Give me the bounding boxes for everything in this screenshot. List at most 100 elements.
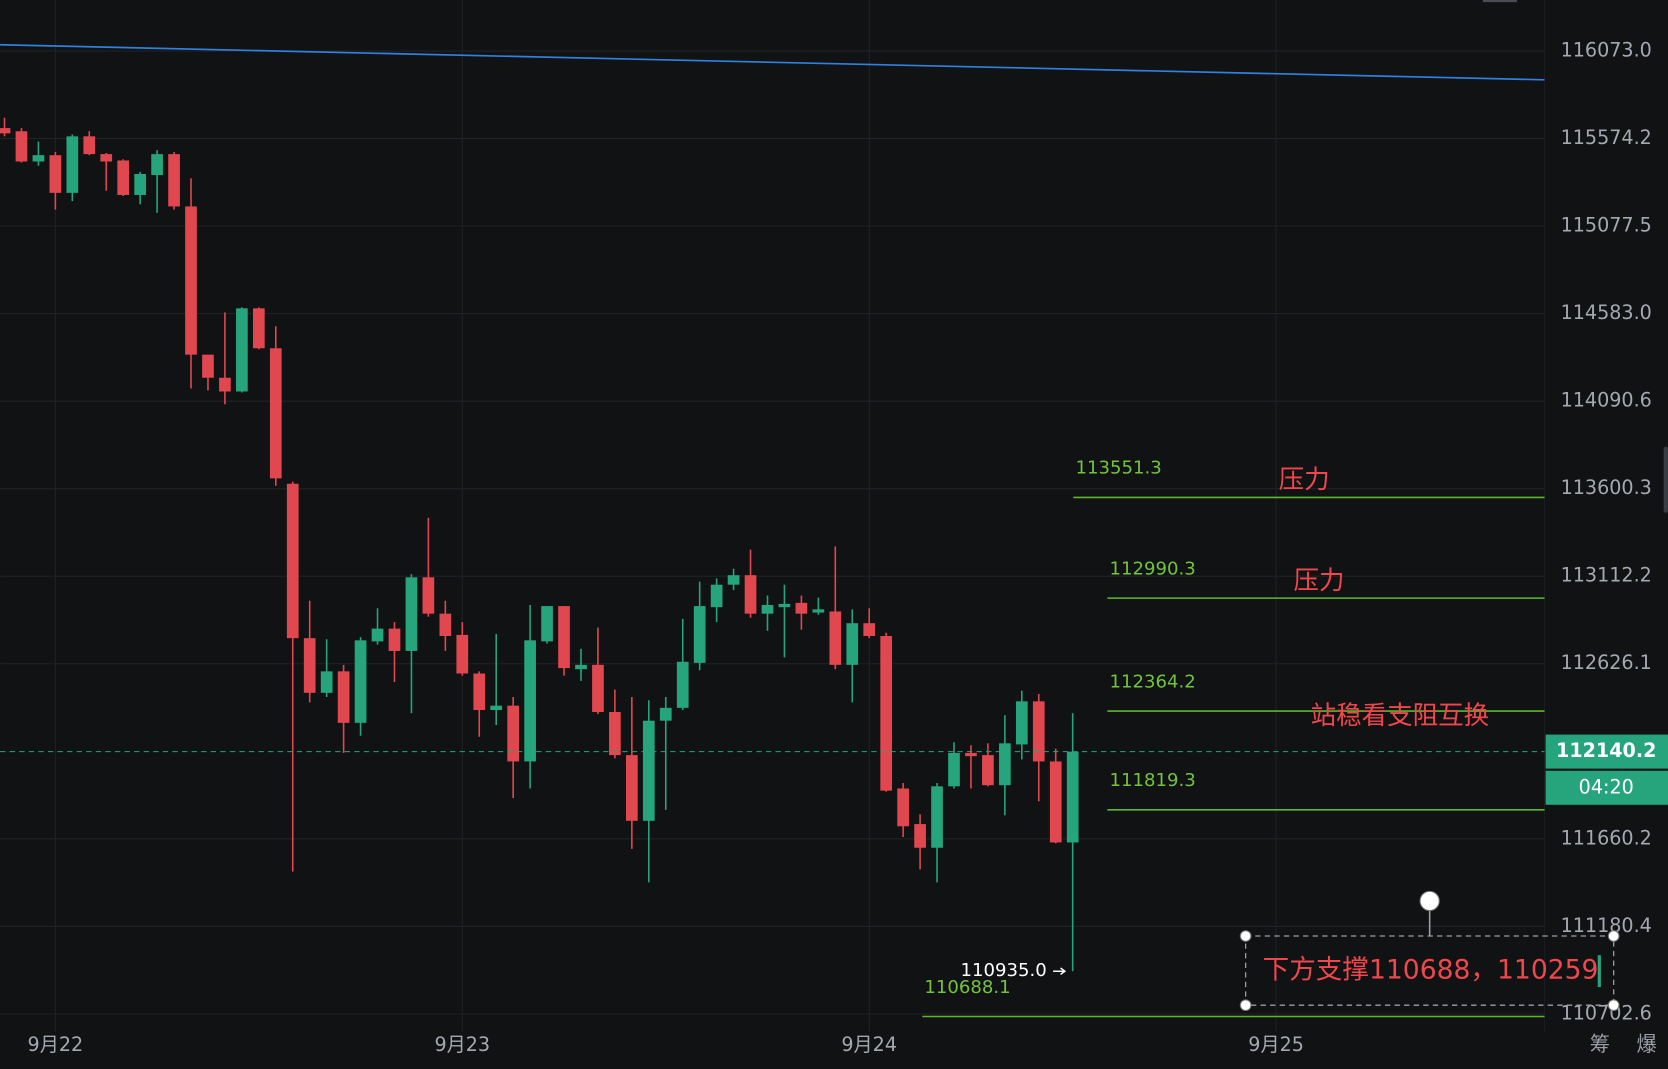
y-tick-label: 114090.6 — [1561, 389, 1652, 412]
y-tick-label: 110702.6 — [1561, 1001, 1652, 1024]
candle-body — [252, 308, 265, 349]
candle-body — [405, 577, 418, 651]
candle-body — [236, 308, 248, 392]
level-note: 压力 — [1294, 566, 1345, 596]
resize-handle[interactable] — [1239, 999, 1252, 1012]
x-tick-label: 9月22 — [28, 1033, 84, 1056]
toolbar-button[interactable]: 筹 — [1590, 1032, 1610, 1056]
candle-body — [168, 154, 180, 207]
level-label: 110688.1 — [924, 977, 1010, 998]
candle-body — [710, 584, 723, 608]
candle-body — [219, 377, 231, 392]
candle-body — [863, 623, 876, 636]
candle-body — [0, 128, 11, 134]
candle-body — [507, 705, 520, 762]
candle-body — [185, 206, 197, 355]
candle-body — [778, 603, 791, 608]
candle-body — [676, 661, 689, 708]
toolbar-button[interactable]: 爆 — [1637, 1032, 1657, 1056]
candle-body — [490, 705, 503, 711]
countdown-label: 04:20 — [1579, 775, 1634, 798]
level-note: 压力 — [1279, 465, 1330, 495]
level-label: 111819.3 — [1109, 770, 1195, 791]
candle-body — [66, 136, 79, 193]
candle-body — [965, 752, 977, 757]
y-tick-label: 111180.4 — [1561, 914, 1652, 937]
low-marker-arrow — [1053, 967, 1067, 976]
candle-body — [846, 623, 859, 665]
candle-body — [931, 786, 943, 848]
current-price-box — [1545, 734, 1668, 769]
candle-body — [354, 640, 367, 723]
countdown-box — [1545, 770, 1668, 805]
candle-body — [286, 483, 299, 639]
level-note: 站稳看支阻互换 — [1311, 701, 1490, 731]
resize-handle[interactable] — [1239, 930, 1252, 942]
trend-line — [0, 43, 1545, 81]
candle-body — [999, 743, 1011, 786]
candle-body — [15, 131, 28, 162]
candle-body — [727, 575, 740, 585]
candle-body — [337, 671, 350, 723]
candle-body — [439, 613, 452, 636]
y-tick-label: 113112.2 — [1561, 564, 1652, 587]
candle-body — [134, 174, 147, 195]
current-price-label: 112140.2 — [1556, 739, 1656, 762]
candle-body — [100, 154, 113, 162]
candle-body — [880, 635, 893, 791]
candle-body — [575, 664, 587, 670]
candle-body — [609, 711, 621, 756]
y-tick-label: 115574.2 — [1561, 126, 1652, 149]
candle-body — [829, 611, 842, 665]
candle-body — [812, 609, 825, 613]
rotate-handle[interactable] — [1419, 890, 1440, 912]
resize-handle[interactable] — [1607, 930, 1620, 942]
candle-body — [269, 348, 282, 479]
candle-body — [388, 628, 401, 651]
x-tick-label: 9月24 — [841, 1033, 897, 1056]
candle-body — [49, 155, 62, 193]
candle-body — [473, 673, 486, 711]
candle-body — [1015, 701, 1028, 745]
level-label: 113551.3 — [1075, 458, 1161, 479]
candle-body — [693, 606, 706, 663]
y-tick-label: 112626.1 — [1561, 651, 1652, 674]
candle-body — [32, 155, 45, 162]
level-label: 112364.2 — [1109, 671, 1195, 692]
candle-body — [897, 788, 909, 827]
candle-body — [320, 671, 333, 693]
candle-body — [1049, 761, 1062, 843]
level-label: 112990.3 — [1109, 558, 1195, 579]
candle-body — [83, 136, 96, 155]
y-tick-label: 116073.0 — [1561, 39, 1652, 62]
y-tick-label: 113600.3 — [1561, 476, 1652, 499]
candle-body — [948, 752, 960, 787]
y-tick-label: 114583.0 — [1561, 301, 1652, 324]
candle-body — [642, 720, 655, 821]
x-tick-label: 9月23 — [434, 1033, 490, 1056]
annotation-text[interactable]: 下方支撑110688，110259 — [1263, 955, 1599, 986]
candle-body — [592, 664, 604, 712]
x-tick-label: 9月25 — [1248, 1033, 1304, 1056]
candle-body — [524, 640, 536, 762]
candle-body — [795, 602, 808, 614]
candle-body — [151, 154, 163, 176]
top-tab[interactable] — [1482, 0, 1517, 3]
candle-body — [422, 577, 435, 614]
candle-body — [659, 707, 672, 721]
y-tick-label: 115077.5 — [1561, 214, 1652, 237]
candle-body — [914, 824, 926, 848]
candle-body — [456, 634, 469, 674]
candle-body — [558, 606, 570, 669]
resize-handle[interactable] — [1607, 999, 1620, 1012]
candle-body — [761, 605, 774, 614]
candle-body — [744, 575, 757, 614]
candle-body — [982, 755, 994, 786]
scroll-handle[interactable] — [1663, 446, 1668, 513]
candle-body — [1066, 751, 1079, 843]
candle-body — [202, 354, 214, 378]
candle-body — [541, 606, 553, 642]
candle-body — [1032, 701, 1045, 762]
